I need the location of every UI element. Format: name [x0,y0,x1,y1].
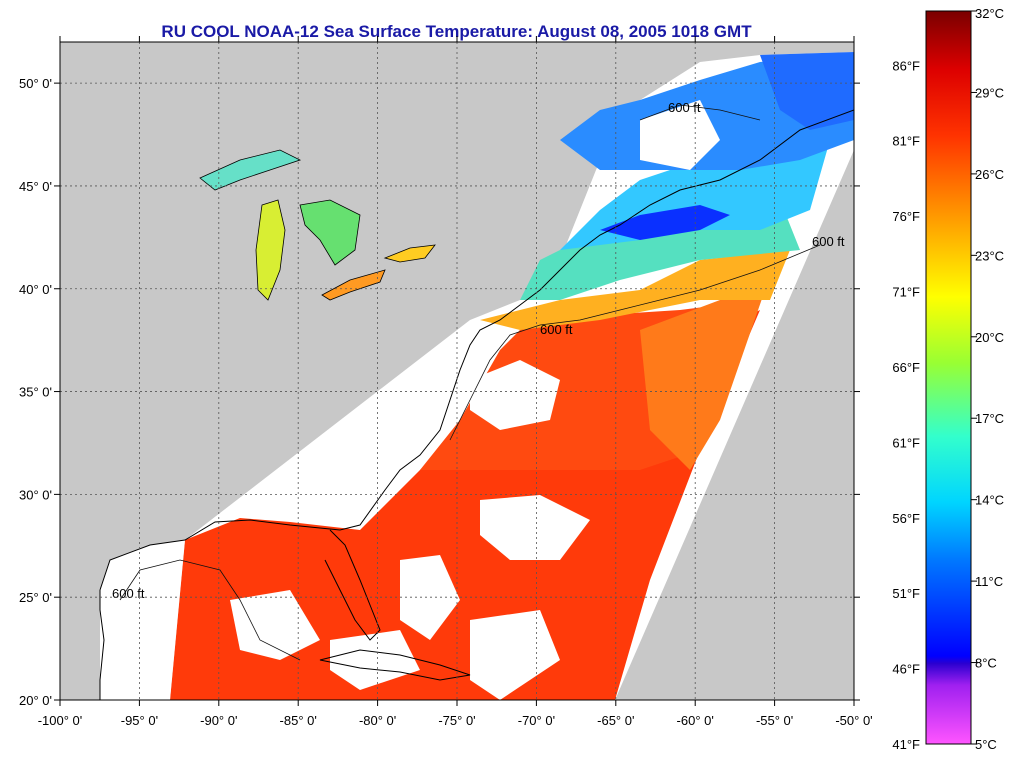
lat-tick-label: 35° 0' [19,385,52,400]
lon-tick-label: -100° 0' [38,713,83,728]
lake-ontario [383,244,436,263]
cloud-patch [230,590,320,660]
lon-tick-label: -60° 0' [677,713,714,728]
graticule [60,42,854,700]
longitude-axis: -100° 0' -95° 0' -90° 0' -85° 0' -80° 0' -75°… [38,36,873,728]
colorbar-fahrenheit-label: 46°F [892,662,920,677]
isobath-label: 600 ft [668,100,701,115]
colorbar-celsius-label: 29°C [975,85,1004,100]
lat-tick-label: 40° 0' [19,282,52,297]
colorbar [925,10,972,745]
lat-tick-label: 45° 0' [19,179,52,194]
cloud-patch [470,360,560,430]
florida-coastline [324,529,381,641]
colorbar-celsius-label: 20°C [975,330,1004,345]
sst-cold-coast [600,205,730,240]
colorbar-fahrenheit-label: 66°F [892,360,920,375]
isobath-label: 600 ft [812,234,845,249]
colorbar-celsius-label: 11°C [975,574,1003,589]
cloud-patch [640,100,720,170]
lon-tick-label: -85° 0' [280,713,317,728]
colorbar-celsius-label: 8°C [975,656,997,671]
sst-shelf-north [480,250,790,330]
colorbar-fahrenheit-label: 71°F [892,285,920,300]
colorbar-celsius-label: 5°C [975,737,997,752]
colorbar-celsius-label: 14°C [975,493,1004,508]
isobath-label: 600 ft [540,322,573,337]
colorbar-celsius-label: 32°C [975,6,1004,21]
lon-tick-label: -55° 0' [756,713,793,728]
colorbar-fahrenheit-label: 56°F [892,511,920,526]
lat-tick-label: 25° 0' [19,590,52,605]
colorbar-fahrenheit-label: 76°F [892,209,920,224]
isobath-contour [639,104,761,121]
lon-tick-label: -75° 0' [438,713,475,728]
colorbar-fahrenheit-label: 41°F [892,737,920,752]
lon-tick-label: -80° 0' [359,713,396,728]
sst-labrador [760,52,854,130]
colorbar-fahrenheit-labels: 86°F 81°F 76°F 71°F 66°F 61°F 56°F 51°F 46°F 41°F [892,58,920,752]
isobath-contour [119,559,301,661]
colorbar-fahrenheit-label: 51°F [892,586,920,601]
sst-sargasso-east [640,290,765,470]
colorbar-fahrenheit-label: 86°F [892,58,920,73]
lat-tick-label: 20° 0' [19,693,52,708]
east-coast-coastline [99,109,854,591]
gulf-coastline-west [99,590,105,700]
colorbar-fahrenheit-label: 61°F [892,435,920,450]
map-title: RU COOL NOAA-12 Sea Surface Temperature:… [161,22,752,41]
cloud-patch [480,495,590,560]
lon-tick-label: -95° 0' [121,713,158,728]
cloud-patch [470,610,560,700]
lon-tick-label: -70° 0' [518,713,555,728]
lat-tick-label: 30° 0' [19,487,52,502]
isobath-contour [449,244,821,441]
gulf-west-nodata [100,540,185,700]
colorbar-celsius-label: 26°C [975,167,1004,182]
latitude-axis: 20° 0' 25° 0' 30° 0' 35° 0' 40° 0' 45° 0' 50° … [19,76,860,708]
lon-tick-label: -50° 0' [835,713,872,728]
cloud-patch [330,630,420,690]
colorbar-celsius-label: 17°C [975,411,1004,426]
lon-tick-label: -90° 0' [200,713,237,728]
colorbar-celsius-label: 23°C [975,248,1004,263]
lon-tick-label: -65° 0' [597,713,634,728]
cuba-coastline [319,649,471,681]
lake-huron [299,199,361,266]
lake-michigan [255,199,286,301]
lat-tick-label: 50° 0' [19,76,52,91]
lake-erie [321,269,386,301]
isobath-label: 600 ft [112,586,145,601]
colorbar-fahrenheit-label: 81°F [892,134,920,149]
colorbar-celsius-labels: 32°C 29°C 26°C 23°C 20°C 17°C 14°C 11°C 8°C 5°C [971,6,1004,752]
